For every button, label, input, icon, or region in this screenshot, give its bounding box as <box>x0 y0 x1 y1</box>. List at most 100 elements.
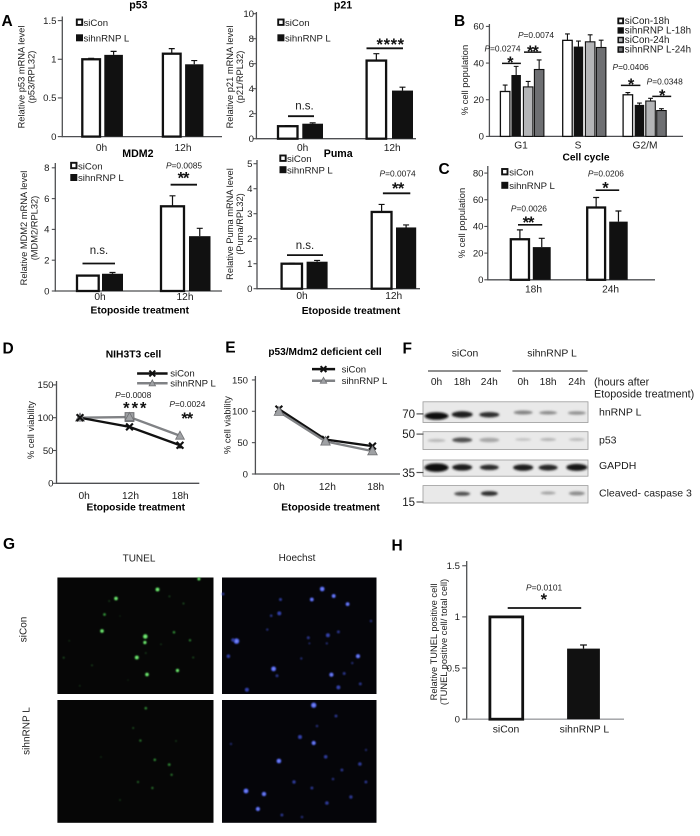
svg-text:12h: 12h <box>319 482 336 493</box>
svg-text:siCon: siCon <box>19 617 30 643</box>
svg-text:% cell viability: % cell viability <box>223 396 233 454</box>
svg-text:5: 5 <box>247 159 252 170</box>
svg-text:(Puma/RPL32): (Puma/RPL32) <box>235 193 245 255</box>
svg-text:P=0.0085: P=0.0085 <box>166 161 202 171</box>
svg-text:40: 40 <box>473 222 484 233</box>
svg-text:% cell viability: % cell viability <box>26 401 36 459</box>
svg-text:**: ** <box>523 214 535 232</box>
svg-text:***: *** <box>123 399 148 417</box>
svg-text:20: 20 <box>473 248 484 259</box>
svg-text:18h: 18h <box>454 377 471 388</box>
svg-text:1: 1 <box>455 612 460 623</box>
svg-text:80: 80 <box>473 168 484 179</box>
svg-text:sihnRNP L: sihnRNP L <box>342 376 388 387</box>
svg-text:Puma: Puma <box>324 148 353 160</box>
svg-text:1.5: 1.5 <box>43 16 56 27</box>
svg-text:0: 0 <box>479 132 484 143</box>
svg-text:P=0.0024: P=0.0024 <box>169 399 205 409</box>
svg-text:P=0.0074: P=0.0074 <box>380 168 416 178</box>
svg-text:B: B <box>454 13 465 30</box>
svg-text:70: 70 <box>402 409 415 421</box>
svg-text:siCon-18h: siCon-18h <box>625 16 670 27</box>
svg-text:0: 0 <box>44 286 49 297</box>
svg-text:**: ** <box>181 410 193 428</box>
svg-text:Relative TUNEL positive cell: Relative TUNEL positive cell <box>429 584 439 701</box>
svg-text:12h: 12h <box>385 291 402 302</box>
svg-text:sihnRNP L-24h: sihnRNP L-24h <box>625 45 691 56</box>
svg-text:Etoposide treatment: Etoposide treatment <box>87 503 186 514</box>
svg-text:F: F <box>403 341 412 358</box>
svg-text:Relative MDM2 mRNA level: Relative MDM2 mRNA level <box>19 171 29 286</box>
svg-text:60: 60 <box>473 22 484 33</box>
svg-text:sihnRNP L: sihnRNP L <box>509 181 555 192</box>
svg-text:Cell cycle: Cell cycle <box>562 153 609 164</box>
svg-text:D: D <box>3 341 14 358</box>
svg-text:24h: 24h <box>481 377 498 388</box>
svg-text:3: 3 <box>247 209 252 220</box>
svg-text:siCon: siCon <box>493 725 520 736</box>
svg-text:p21: p21 <box>334 0 352 11</box>
svg-text:0: 0 <box>478 275 483 286</box>
svg-text:siCon-24h: siCon-24h <box>625 35 670 46</box>
svg-text:0h: 0h <box>273 482 284 493</box>
svg-text:sihnRNP L: sihnRNP L <box>560 725 610 736</box>
svg-text:Cleaved- caspase 3: Cleaved- caspase 3 <box>599 488 692 500</box>
svg-text:18h: 18h <box>367 482 384 493</box>
svg-text:2: 2 <box>247 234 252 245</box>
svg-text:****: **** <box>377 36 405 54</box>
svg-text:siCon: siCon <box>170 369 195 380</box>
svg-text:P=0.0101: P=0.0101 <box>526 582 562 592</box>
svg-text:P=0.0008: P=0.0008 <box>115 390 151 400</box>
svg-text:P=0.0074: P=0.0074 <box>518 30 554 40</box>
svg-text:siCon: siCon <box>342 364 367 375</box>
svg-text:*: * <box>541 591 548 609</box>
svg-text:*: * <box>602 179 609 197</box>
svg-text:Relative p21 mRNA level: Relative p21 mRNA level <box>225 26 235 129</box>
svg-text:sihnRNP L: sihnRNP L <box>22 707 33 755</box>
svg-text:Hoechst: Hoechst <box>279 553 316 564</box>
svg-text:siCon: siCon <box>509 167 534 178</box>
svg-text:0: 0 <box>48 479 53 490</box>
svg-text:50: 50 <box>237 438 248 449</box>
svg-text:0h: 0h <box>518 377 529 388</box>
svg-text:% cell population: % cell population <box>460 45 470 115</box>
svg-text:siCon: siCon <box>84 18 109 29</box>
svg-text:sihnRNP L: sihnRNP L <box>84 34 130 45</box>
svg-text:siCon: siCon <box>452 349 479 360</box>
svg-text:0.5: 0.5 <box>43 93 56 104</box>
svg-text:12h: 12h <box>122 491 139 502</box>
svg-text:4: 4 <box>44 225 50 236</box>
svg-text:n.s.: n.s. <box>90 245 109 257</box>
svg-text:1: 1 <box>51 55 56 66</box>
svg-text:P=0.0406: P=0.0406 <box>613 62 649 72</box>
svg-text:sihnRNP L: sihnRNP L <box>287 166 333 177</box>
svg-text:0h: 0h <box>297 143 308 154</box>
svg-text:sihnRNP L: sihnRNP L <box>170 379 216 390</box>
svg-text:% cell population: % cell population <box>457 188 467 258</box>
svg-text:TUNEL: TUNEL <box>123 554 156 565</box>
svg-text:35: 35 <box>402 468 415 480</box>
svg-text:H: H <box>392 537 403 554</box>
svg-text:50: 50 <box>43 446 54 457</box>
svg-text:18h: 18h <box>540 377 557 388</box>
svg-text:2: 2 <box>249 109 254 120</box>
svg-text:0h: 0h <box>79 491 90 502</box>
svg-text:(p21/RPL32): (p21/RPL32) <box>235 51 245 104</box>
svg-text:G2/M: G2/M <box>633 141 658 152</box>
svg-text:0: 0 <box>247 284 252 295</box>
svg-text:(MDM2/RPL32): (MDM2/RPL32) <box>30 196 40 261</box>
svg-text:sihnRNP L: sihnRNP L <box>285 34 331 45</box>
svg-text:NIH3T3 cell: NIH3T3 cell <box>106 350 162 361</box>
svg-text:8: 8 <box>249 34 254 45</box>
svg-text:1.5: 1.5 <box>447 561 460 572</box>
svg-text:60: 60 <box>473 195 484 206</box>
svg-text:(TUNEL positive cell/ total ce: (TUNEL positive cell/ total cell) <box>439 579 449 705</box>
svg-text:n.s.: n.s. <box>296 240 315 252</box>
svg-text:50: 50 <box>402 429 415 441</box>
svg-text:4: 4 <box>247 184 253 195</box>
svg-text:100: 100 <box>232 407 248 418</box>
svg-text:P=0.0026: P=0.0026 <box>511 204 547 214</box>
svg-text:(hours after: (hours after <box>594 377 650 389</box>
svg-text:4: 4 <box>249 84 255 95</box>
svg-text:A: A <box>2 13 13 30</box>
